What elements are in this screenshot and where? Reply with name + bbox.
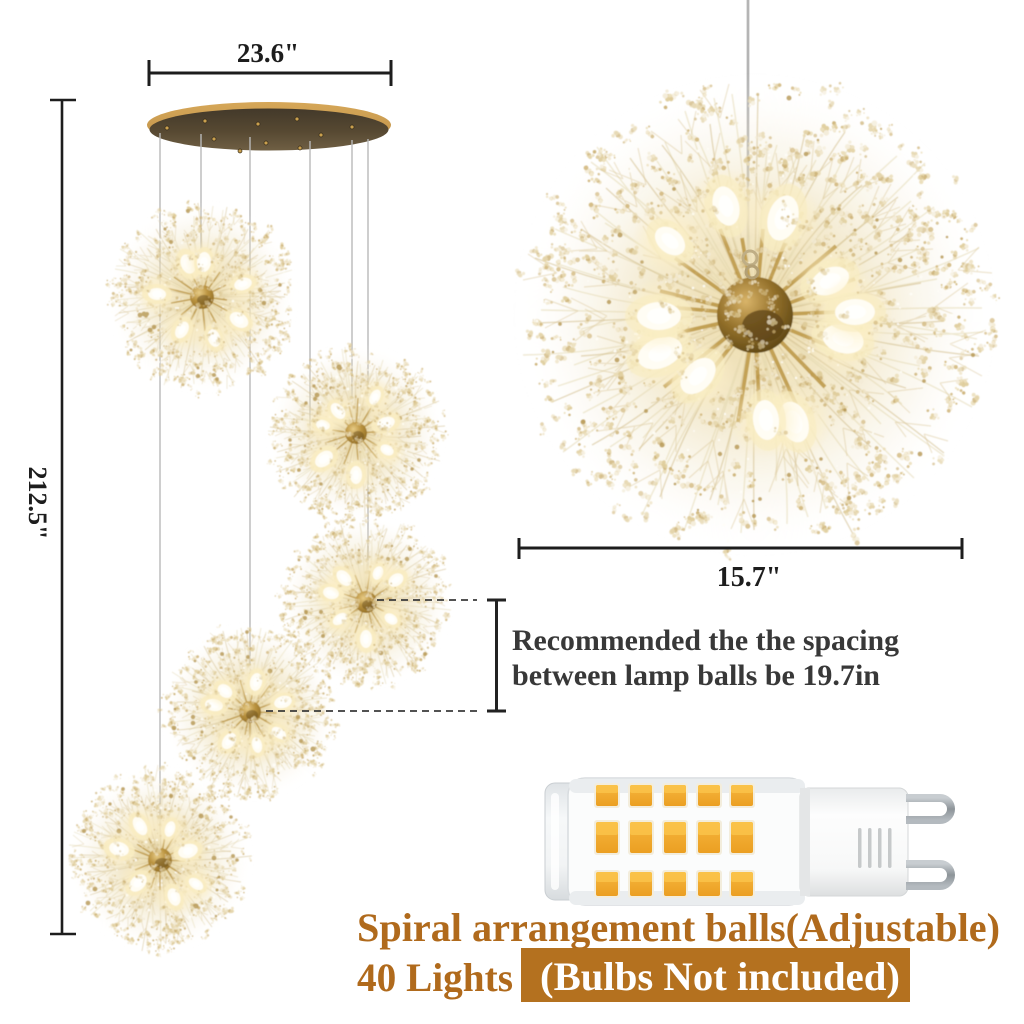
svg-text:Recommended the the spacing: Recommended the the spacing (512, 624, 899, 657)
svg-text:23.6": 23.6" (237, 38, 299, 68)
svg-text:between lamp balls be 19.7in: between lamp balls be 19.7in (512, 659, 880, 692)
svg-text:15.7": 15.7" (717, 562, 782, 593)
svg-text:(Bulbs Not included): (Bulbs Not included) (540, 954, 900, 999)
svg-text:212.5": 212.5" (23, 467, 52, 540)
svg-text:40 Lights: 40 Lights (357, 955, 513, 1000)
svg-text:Spiral arrangement balls(Adjus: Spiral arrangement balls(Adjustable) (357, 905, 1000, 950)
